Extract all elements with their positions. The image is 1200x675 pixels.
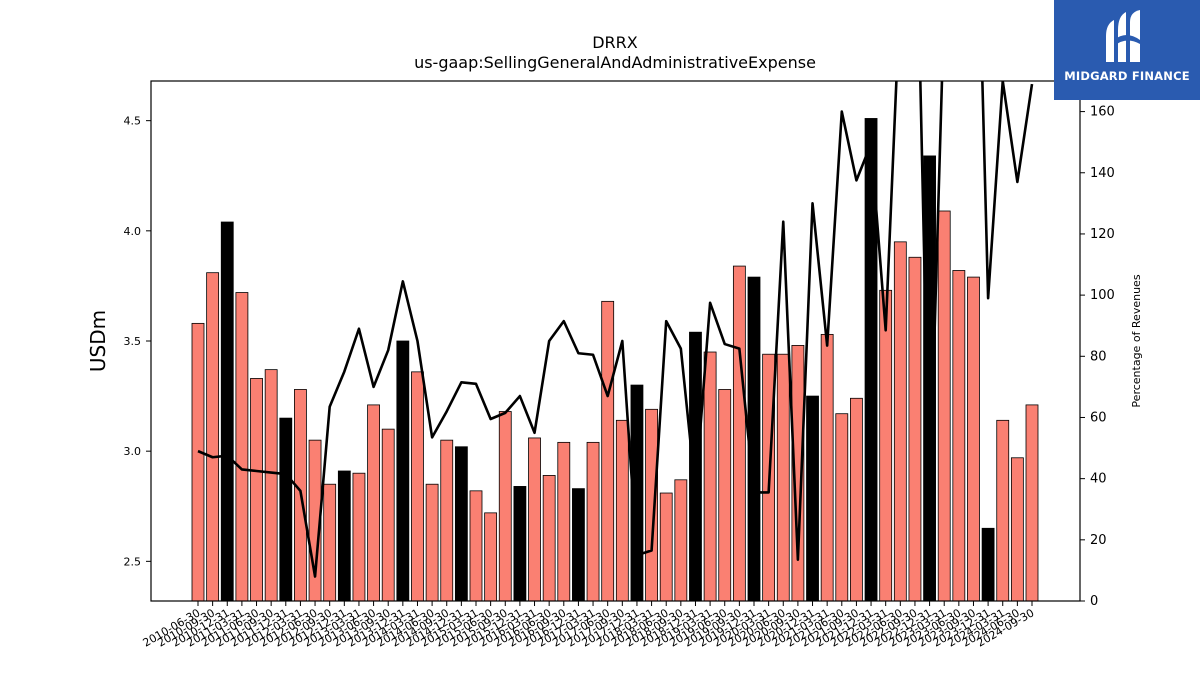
bar — [689, 331, 702, 601]
bar — [484, 512, 498, 601]
y-tick-label: 4.5 — [124, 115, 142, 128]
bar — [235, 292, 249, 601]
bar — [528, 437, 541, 601]
bar — [893, 241, 907, 601]
bar — [381, 428, 395, 601]
bar — [981, 527, 995, 601]
bar — [264, 369, 278, 601]
bar — [820, 333, 834, 601]
bar — [440, 439, 454, 601]
bar — [879, 289, 893, 601]
bar — [674, 479, 688, 601]
bar — [542, 475, 556, 601]
y2-tick-label: 0 — [1090, 594, 1098, 609]
bar — [703, 351, 717, 601]
bar — [630, 384, 644, 601]
y2-tick-label: 80 — [1090, 349, 1107, 364]
x-axis: 2010-06-302010-09-302010-12-312011-03-31… — [141, 601, 1037, 650]
bar — [952, 270, 966, 601]
bar — [220, 221, 234, 601]
y2-tick-label: 20 — [1090, 533, 1107, 548]
bar — [572, 488, 585, 601]
chart-subtitle: us-gaap:SellingGeneralAndAdministrativeE… — [414, 53, 816, 72]
midgard-logo-icon — [1106, 10, 1140, 62]
bar — [323, 483, 337, 601]
bar — [1025, 404, 1039, 601]
bar — [367, 404, 380, 601]
bar — [601, 300, 615, 601]
bar — [206, 272, 220, 601]
bar — [411, 371, 424, 601]
y2-tick-label: 40 — [1090, 472, 1107, 487]
y2-tick-label: 120 — [1090, 227, 1115, 242]
bar — [718, 389, 732, 601]
bar — [469, 490, 483, 601]
bar — [454, 446, 468, 601]
y-axis-right: 0 20 40 60 80 100 120 140 160 — [1080, 105, 1115, 609]
bar — [586, 441, 600, 601]
bar — [1010, 457, 1024, 601]
bar — [864, 118, 878, 601]
percentage-line — [197, 81, 1034, 578]
bar — [279, 417, 293, 601]
y-axis-left: 2.5 3.0 3.5 4.0 4.5 — [124, 115, 151, 568]
logo-text: MIDGARD FINANCE — [1064, 69, 1190, 83]
bar — [615, 419, 629, 601]
y-tick-label: 4.0 — [124, 225, 142, 238]
bar — [996, 419, 1010, 601]
bar — [791, 345, 805, 601]
bar — [835, 413, 849, 601]
y-tick-label: 3.5 — [124, 335, 142, 348]
bar — [498, 411, 512, 601]
chart-title: DRRX — [592, 33, 638, 52]
y2-tick-label: 100 — [1090, 288, 1115, 303]
y2-axis-label: Percentage of Revenues — [1130, 274, 1143, 407]
bar — [513, 486, 527, 601]
bar — [806, 395, 819, 601]
bar — [557, 441, 571, 601]
bar — [425, 483, 439, 601]
bar — [191, 322, 205, 601]
y-tick-label: 3.0 — [124, 445, 142, 458]
bar — [352, 472, 366, 601]
midgard-finance-logo: MIDGARD FINANCE — [1054, 0, 1200, 100]
y-tick-label: 2.5 — [124, 555, 142, 568]
bar — [937, 210, 951, 601]
bar — [337, 470, 351, 601]
y2-tick-label: 60 — [1090, 410, 1107, 425]
bar — [732, 265, 746, 601]
bar — [908, 256, 922, 601]
y2-tick-label: 160 — [1090, 105, 1115, 120]
y2-tick-label: 140 — [1090, 166, 1115, 181]
bar — [967, 276, 980, 601]
bar — [250, 378, 263, 601]
bar — [396, 340, 410, 601]
bar — [645, 408, 658, 601]
bar — [659, 492, 673, 601]
bar — [850, 397, 863, 601]
bar — [776, 353, 790, 601]
y-axis-label: USDm — [86, 310, 110, 372]
